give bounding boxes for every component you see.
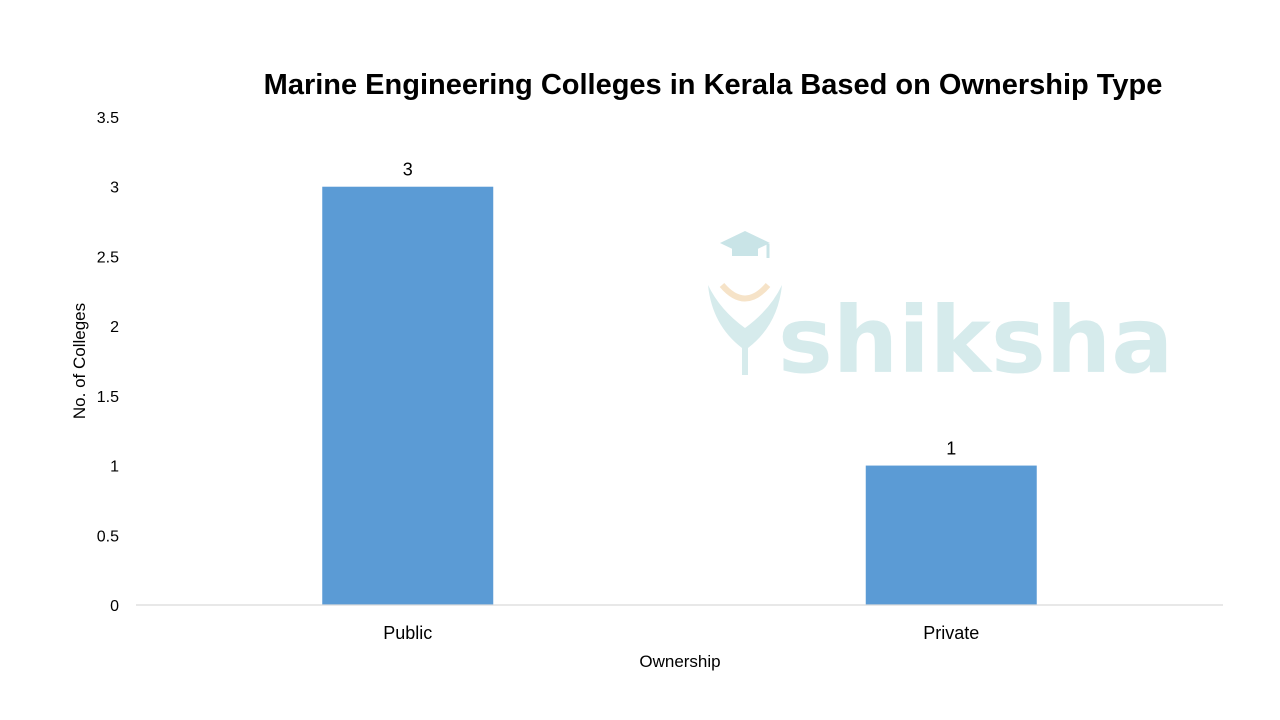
watermark-text: shiksha xyxy=(778,287,1173,394)
y-tick-label: 3.5 xyxy=(97,110,119,127)
y-tick-label: 1.5 xyxy=(97,389,119,406)
y-tick-label: 0 xyxy=(110,598,119,615)
y-tick-label: 3 xyxy=(110,180,119,197)
y-tick-label: 2 xyxy=(110,319,119,336)
y-tick-label: 0.5 xyxy=(97,528,119,545)
x-category-label: Private xyxy=(923,623,979,643)
x-axis-categories: Public Private xyxy=(383,623,979,643)
shiksha-watermark: shiksha xyxy=(708,231,1173,394)
bar xyxy=(322,186,494,605)
bars xyxy=(322,186,1037,605)
graduation-cap-logo-icon xyxy=(708,231,782,375)
data-labels: 31 xyxy=(403,160,957,459)
y-axis-ticks: 0 0.5 1 1.5 2 2.5 3 3.5 xyxy=(97,110,119,615)
chart-title: Marine Engineering Colleges in Kerala Ba… xyxy=(264,69,1163,101)
x-axis-title: Ownership xyxy=(639,652,720,671)
y-tick-label: 2.5 xyxy=(97,249,119,266)
data-label: 3 xyxy=(403,160,413,180)
y-axis-title: No. of Colleges xyxy=(70,303,89,419)
y-tick-label: 1 xyxy=(110,459,119,476)
x-category-label: Public xyxy=(383,623,432,643)
data-label: 1 xyxy=(946,439,956,459)
bar xyxy=(865,465,1037,605)
